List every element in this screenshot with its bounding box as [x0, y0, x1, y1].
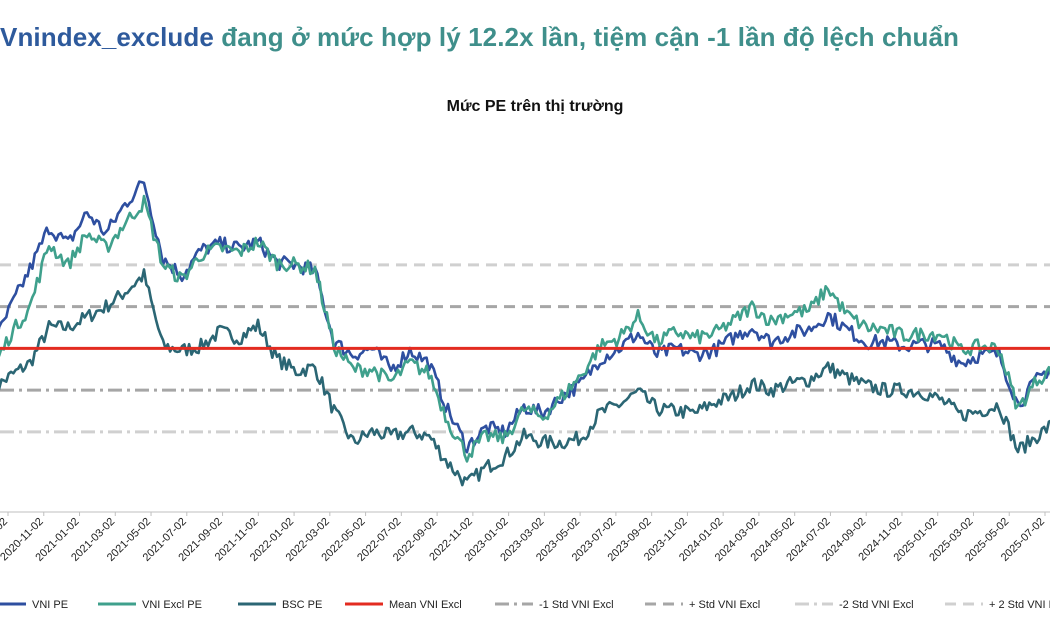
legend-label: + 2 Std VNI Excl — [989, 599, 1050, 611]
x-axis: 2020-09-022020-11-022021-01-022021-03-02… — [0, 511, 1050, 564]
legend: VNI PE VNI Excl PE BSC PE Mean VNI Excl -1 S… — [0, 599, 1050, 611]
legend-item-2-std-vni-excl: -2 Std VNI Excl — [795, 599, 914, 611]
series-vni-excl-pe — [0, 194, 1050, 463]
legend-item-vni-pe: VNI PE — [0, 599, 68, 611]
legend-label: BSC PE — [282, 599, 322, 611]
legend-label: Mean VNI Excl — [389, 599, 462, 611]
series-bsc-pe — [0, 268, 1050, 487]
headline-prefix: Vnindex_exclude — [0, 22, 214, 52]
legend-item-bsc-pe: BSC PE — [238, 599, 322, 611]
legend-item-2-std-vni-excl: + 2 Std VNI Excl — [945, 599, 1050, 611]
chart-title: Mức PE trên thị trường — [447, 98, 624, 115]
legend-item-std-vni-excl: + Std VNI Excl — [645, 599, 760, 611]
legend-label: + Std VNI Excl — [689, 599, 760, 611]
legend-label: VNI PE — [32, 599, 68, 611]
legend-item-vni-excl-pe: VNI Excl PE — [98, 599, 202, 611]
headline: Vnindex_exclude đang ở mức hợp lý 12.2x … — [0, 22, 1050, 53]
legend-label: -2 Std VNI Excl — [839, 599, 914, 611]
legend-item-1-std-vni-excl: -1 Std VNI Excl — [495, 599, 614, 611]
legend-label: VNI Excl PE — [142, 599, 202, 611]
headline-text: đang ở mức hợp lý 12.2x lần, tiệm cận -1… — [213, 22, 960, 52]
legend-label: -1 Std VNI Excl — [539, 599, 614, 611]
legend-item-mean-vni-excl: Mean VNI Excl — [345, 599, 462, 611]
series-lines — [0, 180, 1050, 487]
